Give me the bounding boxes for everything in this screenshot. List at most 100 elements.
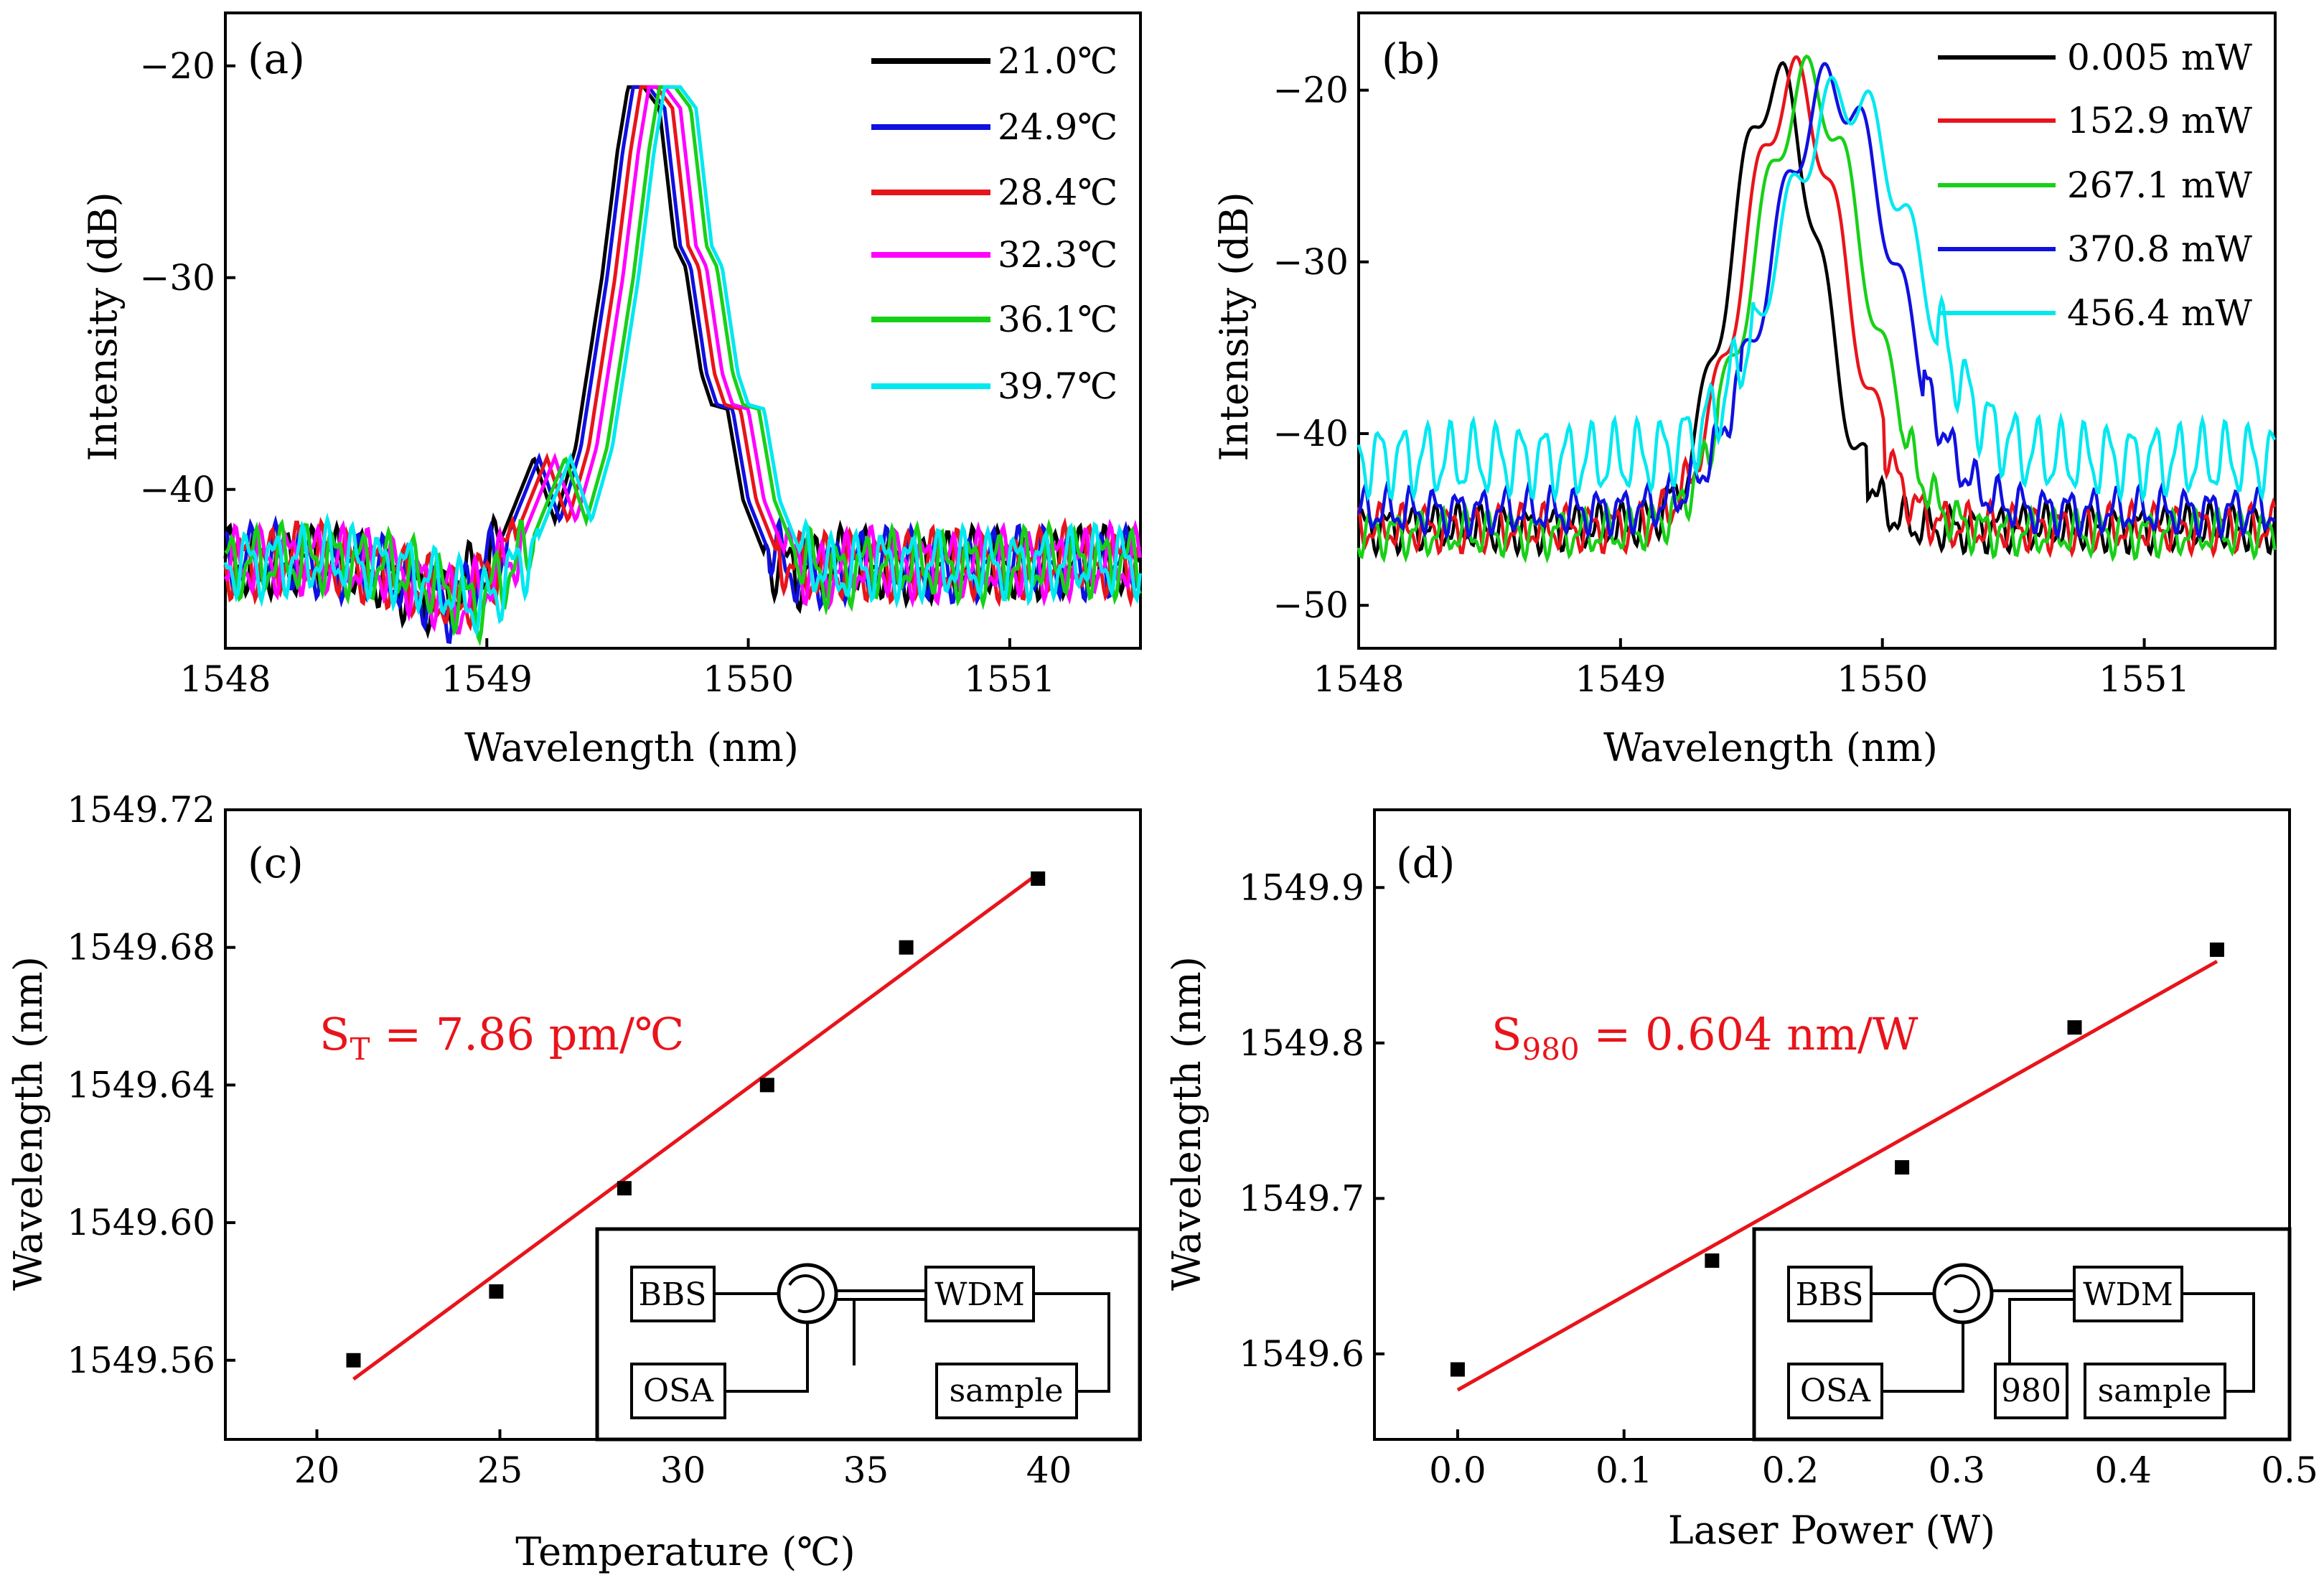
x-tick-label: 0.1 (1596, 1449, 1653, 1491)
data-point (1705, 1253, 1720, 1268)
x-axis-label: Wavelength (nm) (464, 725, 799, 770)
x-tick-label: 0.0 (1429, 1449, 1486, 1491)
panel-d: 0.0 0.1 0.2 0.3 0.4 0.5 1549.6 1549.7 1549.8 1549… (1164, 808, 2318, 1553)
setup-inset: BBS WDM sample OSA (595, 1227, 1142, 1442)
y-tick-label: −50 (1273, 584, 1349, 626)
fiber-line (1034, 1292, 1110, 1393)
legend-label: 152.9 mW (2067, 100, 2252, 141)
legend-label: 267.1 mW (2067, 164, 2252, 206)
x-tick-label: 1549 (1575, 658, 1666, 700)
pump-980-label: 980 (2001, 1373, 2061, 1409)
data-point (759, 1078, 774, 1093)
plot-frame (224, 11, 1142, 650)
data-point (1895, 1160, 1910, 1175)
panel-label: (c) (248, 839, 304, 887)
pump-980-box (1994, 1363, 2068, 1419)
spectrum-line (224, 85, 1142, 647)
x-axis-label: Wavelength (nm) (1603, 725, 1938, 770)
data-point (2209, 942, 2224, 957)
annotation-subscript: T (350, 1032, 370, 1067)
legend-label: 21.0℃ (998, 40, 1118, 82)
y-axis-label: Wavelength (nm) (6, 956, 51, 1291)
inset-frame (595, 1227, 1142, 1442)
wdm-label: WDM (2083, 1276, 2173, 1313)
annotation-value: = 7.86 pm/℃ (370, 1008, 685, 1060)
data-points (346, 871, 1046, 1368)
legend-label: 28.4℃ (998, 172, 1118, 213)
x-tick-label: 1550 (1837, 658, 1928, 700)
panel-a: 1548 1549 1550 1551 −20 −30 −40 (a) Wavelength… (80, 11, 1142, 770)
legend-label: 24.9℃ (998, 106, 1118, 148)
y-tick-label: 1549.6 (1239, 1333, 1364, 1375)
x-tick-label: 30 (660, 1449, 706, 1491)
sample-label: sample (2098, 1373, 2212, 1409)
data-point (1450, 1362, 1465, 1377)
y-tick-label: 1549.7 (1239, 1177, 1364, 1219)
x-tick-label: 0.2 (1762, 1449, 1819, 1491)
linear-fit-line (1456, 959, 2218, 1392)
setup-inset: BBS WDM 980 sample OSA (1752, 1227, 2292, 1442)
x-tick-label: 1548 (179, 658, 271, 700)
legend-label: 39.7℃ (998, 365, 1118, 407)
y-tick-label: 1549.72 (67, 789, 215, 831)
annotation-symbol: S (1491, 1008, 1522, 1060)
data-point (2067, 1020, 2082, 1035)
axis-ticks: 20 25 30 35 40 1549.56 1549.60 1549.64 1549.68 15… (67, 789, 1072, 1491)
osa-label: OSA (643, 1373, 714, 1409)
linear-fit-line (352, 872, 1039, 1381)
circulator-arrow-icon (1944, 1274, 1980, 1313)
data-point (346, 1353, 361, 1368)
x-tick-label: 1551 (964, 658, 1055, 700)
sensitivity-annotation: S980 = 0.604 nm/W (1491, 1008, 1918, 1067)
y-axis-label: Wavelength (nm) (1164, 956, 1209, 1291)
spectrum-line (223, 85, 1142, 637)
legend-label: 36.1℃ (998, 299, 1118, 340)
legend-label: 32.3℃ (998, 234, 1118, 276)
sample-box (2084, 1363, 2226, 1419)
y-tick-label: −30 (139, 257, 215, 299)
fiber-line (2182, 1292, 2255, 1393)
y-axis-label: Intensity (dB) (80, 192, 126, 461)
panel-label: (b) (1382, 34, 1440, 83)
y-tick-label: 1549.56 (67, 1340, 215, 1381)
bbs-label: BBS (1796, 1276, 1864, 1313)
x-tick-label: 1551 (2099, 658, 2190, 700)
legend: 21.0℃ 24.9℃ 28.4℃ 32.3℃ 36.1℃ 39.7℃ (871, 40, 1118, 407)
sensitivity-annotation: ST = 7.86 pm/℃ (319, 1008, 684, 1067)
sample-label: sample (950, 1373, 1064, 1409)
y-tick-label: 1549.68 (67, 927, 215, 968)
panel-label: (a) (248, 34, 305, 83)
annotation-subscript: 980 (1522, 1032, 1579, 1067)
spectra-curves (1357, 54, 2277, 564)
x-tick-label: 40 (1026, 1449, 1072, 1491)
x-tick-label: 0.4 (2094, 1449, 2152, 1491)
y-tick-label: 1549.9 (1239, 867, 1364, 908)
inset-frame (1752, 1227, 2292, 1442)
spectrum-line (1357, 75, 2277, 505)
annotation-symbol: S (319, 1008, 350, 1060)
x-tick-label: 1549 (441, 658, 533, 700)
y-tick-label: −20 (1273, 70, 1349, 111)
x-axis-label: Temperature (℃) (515, 1529, 855, 1574)
y-tick-label: 1549.64 (67, 1064, 215, 1106)
y-tick-label: −30 (1273, 241, 1349, 283)
fiber-line (1882, 1322, 1964, 1393)
sample-box (935, 1363, 1078, 1419)
x-tick-label: 0.5 (2261, 1449, 2318, 1491)
y-tick-label: −40 (139, 469, 215, 510)
panel-c: 20 25 30 35 40 1549.56 1549.60 1549.64 1549.68 15… (6, 789, 1142, 1574)
annotation-value: = 0.604 nm/W (1580, 1008, 1918, 1060)
x-axis-label: Laser Power (W) (1668, 1508, 1995, 1553)
legend: 0.005 mW 152.9 mW 267.1 mW 370.8 mW 456.… (1938, 37, 2252, 334)
axis-ticks: 1548 1549 1550 1551 −20 −30 −40 −50 (1273, 70, 2190, 700)
plot-frame (1357, 11, 2277, 650)
legend-label: 456.4 mW (2067, 292, 2252, 334)
panel-label: (d) (1396, 839, 1455, 887)
legend-label: 370.8 mW (2067, 228, 2252, 270)
circulator-arrow-icon (788, 1274, 825, 1313)
axis-ticks: 1548 1549 1550 1551 −20 −30 −40 (139, 45, 1055, 700)
y-tick-label: −40 (1273, 413, 1349, 454)
axis-ticks: 0.0 0.1 0.2 0.3 0.4 0.5 1549.6 1549.7 1549.8 1549… (1239, 867, 2318, 1491)
fiber-line (2008, 1298, 2074, 1364)
x-tick-label: 1548 (1313, 658, 1404, 700)
